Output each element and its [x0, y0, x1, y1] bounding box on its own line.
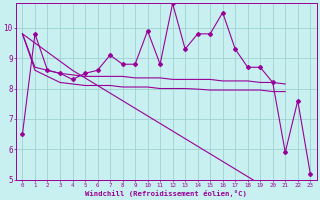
X-axis label: Windchill (Refroidissement éolien,°C): Windchill (Refroidissement éolien,°C): [85, 190, 247, 197]
